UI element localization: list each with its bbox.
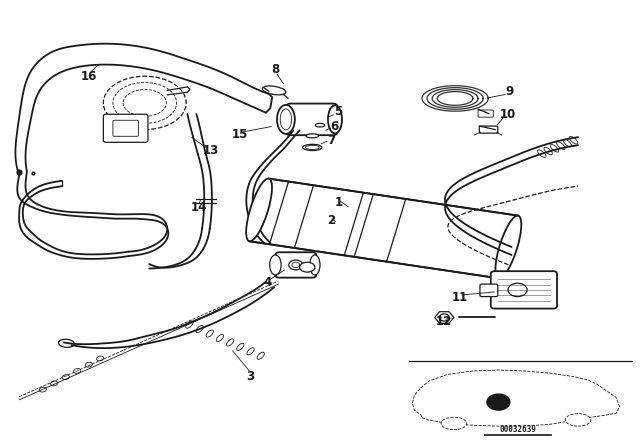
Ellipse shape: [570, 137, 578, 144]
Text: 2: 2: [328, 214, 335, 227]
Ellipse shape: [328, 105, 342, 134]
Ellipse shape: [277, 105, 295, 134]
FancyBboxPatch shape: [286, 103, 337, 135]
FancyBboxPatch shape: [479, 126, 498, 133]
Ellipse shape: [550, 145, 559, 152]
Ellipse shape: [269, 255, 281, 275]
Text: 16: 16: [81, 70, 97, 83]
Ellipse shape: [300, 262, 315, 272]
Ellipse shape: [246, 179, 272, 241]
Text: 13: 13: [202, 144, 218, 157]
Text: 11: 11: [452, 291, 468, 304]
Text: 6: 6: [330, 121, 339, 134]
Text: 10: 10: [500, 108, 516, 121]
Ellipse shape: [544, 147, 552, 155]
Ellipse shape: [565, 414, 591, 426]
Polygon shape: [250, 179, 518, 278]
Ellipse shape: [306, 134, 319, 138]
Text: 12: 12: [436, 314, 452, 327]
FancyBboxPatch shape: [275, 252, 316, 278]
Text: 8: 8: [271, 63, 280, 76]
Ellipse shape: [310, 255, 320, 275]
Text: 1: 1: [335, 196, 343, 209]
Text: 14: 14: [191, 201, 207, 214]
Ellipse shape: [303, 144, 322, 151]
FancyBboxPatch shape: [491, 271, 557, 309]
Ellipse shape: [563, 139, 572, 147]
Text: 3: 3: [246, 370, 254, 383]
Ellipse shape: [441, 417, 467, 430]
Text: 9: 9: [506, 85, 514, 98]
Text: 00032639: 00032639: [499, 425, 536, 434]
FancyBboxPatch shape: [103, 114, 148, 142]
Text: 15: 15: [232, 129, 248, 142]
Ellipse shape: [538, 150, 546, 157]
Ellipse shape: [495, 215, 522, 278]
Text: 7: 7: [328, 134, 335, 147]
Text: 4: 4: [264, 276, 272, 289]
FancyBboxPatch shape: [480, 284, 498, 297]
Circle shape: [487, 394, 510, 410]
Text: 5: 5: [333, 105, 342, 118]
Ellipse shape: [557, 142, 565, 150]
FancyBboxPatch shape: [478, 110, 493, 117]
